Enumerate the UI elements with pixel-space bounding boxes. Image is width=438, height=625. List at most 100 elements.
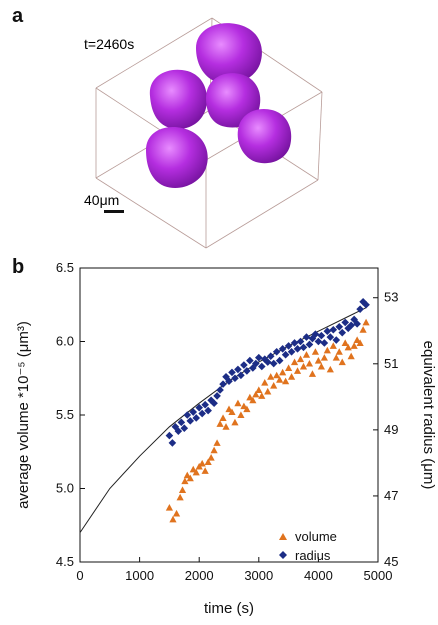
volume-point bbox=[347, 352, 355, 360]
volume-point bbox=[225, 405, 233, 413]
radius-point bbox=[299, 343, 308, 352]
volume-point bbox=[219, 414, 227, 421]
y-left-tick-label: 5.5 bbox=[56, 407, 74, 422]
volume-point bbox=[183, 471, 191, 479]
volume-point bbox=[305, 359, 314, 367]
volume-point bbox=[273, 371, 281, 379]
volume-point bbox=[258, 392, 266, 399]
y-right-axis-label: equivalent radius (μm) bbox=[420, 341, 437, 490]
radius-point bbox=[180, 424, 189, 433]
volume-point bbox=[231, 418, 239, 426]
legend-radius-marker bbox=[279, 551, 287, 559]
radius-point bbox=[210, 399, 218, 408]
radius-point bbox=[213, 392, 221, 400]
radius-point bbox=[204, 406, 212, 415]
radius-point bbox=[305, 340, 314, 349]
radius-point bbox=[237, 371, 245, 380]
y-left-axis-ticks: 4.5 5.0 5.5 6.0 6.5 bbox=[56, 260, 85, 569]
volume-point bbox=[243, 405, 251, 413]
volume-point bbox=[237, 411, 245, 418]
volume-series bbox=[165, 318, 370, 523]
radius-point bbox=[320, 339, 329, 347]
volume-point bbox=[359, 326, 367, 333]
x-axis-label: time (s) bbox=[204, 600, 254, 617]
volume-point bbox=[186, 474, 194, 482]
volume-point bbox=[210, 446, 218, 454]
legend-radius-label: radius bbox=[295, 548, 331, 563]
radius-point bbox=[296, 337, 305, 346]
volume-point bbox=[222, 423, 230, 430]
radius-point bbox=[165, 431, 174, 440]
volume-point bbox=[255, 386, 263, 394]
panel-a-letter: a bbox=[12, 5, 24, 27]
y-left-tick-label: 5.0 bbox=[56, 481, 74, 496]
volume-point bbox=[181, 477, 189, 485]
radius-point bbox=[356, 305, 364, 313]
volume-point bbox=[176, 493, 184, 501]
cell-rendering-panel: a t=2460s 40μm bbox=[12, 5, 323, 249]
radius-point bbox=[311, 330, 320, 338]
volume-point bbox=[189, 465, 197, 473]
radius-point bbox=[195, 403, 203, 412]
radius-point bbox=[171, 422, 180, 431]
cell-center bbox=[206, 73, 261, 128]
x-axis-ticks: 0 1000 2000 3000 4000 5000 bbox=[76, 557, 392, 583]
x-tick-label: 3000 bbox=[244, 568, 273, 583]
scale-bar bbox=[104, 210, 124, 213]
volume-point bbox=[165, 504, 173, 511]
volume-point bbox=[335, 348, 343, 355]
volume-point bbox=[302, 351, 311, 358]
x-tick-label: 1000 bbox=[125, 568, 154, 583]
radius-point bbox=[246, 356, 254, 365]
volume-point bbox=[201, 467, 209, 474]
legend-volume-marker bbox=[279, 533, 287, 540]
radius-point bbox=[302, 333, 311, 341]
radius-point bbox=[326, 333, 335, 341]
volume-point bbox=[320, 354, 328, 361]
radius-point bbox=[338, 328, 347, 337]
volume-point bbox=[356, 339, 364, 346]
volume-point bbox=[323, 346, 331, 354]
y-right-tick-label: 47 bbox=[384, 488, 398, 503]
x-tick-label: 2000 bbox=[185, 568, 214, 583]
y-left-tick-label: 6.0 bbox=[56, 334, 74, 349]
volume-point bbox=[172, 509, 181, 517]
volume-point bbox=[198, 459, 206, 467]
radius-point bbox=[168, 439, 177, 447]
x-tick-label: 5000 bbox=[364, 568, 393, 583]
volume-point bbox=[311, 348, 320, 355]
radius-point bbox=[192, 414, 201, 422]
volume-point bbox=[270, 382, 278, 389]
volume-point bbox=[282, 377, 290, 385]
volume-point bbox=[326, 365, 334, 373]
volume-point bbox=[285, 364, 293, 371]
radius-point bbox=[174, 427, 183, 435]
volume-point bbox=[296, 355, 305, 363]
volume-point bbox=[234, 399, 242, 407]
volume-point bbox=[169, 515, 177, 523]
volume-point bbox=[264, 387, 272, 395]
radius-point bbox=[290, 339, 299, 347]
volume-point bbox=[249, 396, 257, 404]
cell-right bbox=[237, 108, 292, 164]
volume-point bbox=[213, 439, 221, 446]
volume-point bbox=[314, 357, 322, 364]
radius-point bbox=[231, 374, 239, 383]
radius-point bbox=[314, 337, 323, 346]
radius-point bbox=[216, 386, 224, 394]
volume-point bbox=[204, 458, 212, 466]
volume-point bbox=[207, 454, 215, 461]
volume-point bbox=[317, 362, 325, 370]
volume-point bbox=[252, 390, 260, 398]
volume-point bbox=[192, 468, 200, 476]
radius-point bbox=[317, 331, 326, 340]
radius-point bbox=[332, 336, 341, 344]
volume-point bbox=[362, 318, 370, 326]
volume-point bbox=[276, 376, 284, 383]
radius-series bbox=[165, 298, 370, 447]
volume-point bbox=[246, 393, 254, 401]
volume-point bbox=[279, 368, 287, 376]
radius-point bbox=[284, 342, 293, 350]
volume-point bbox=[216, 420, 224, 427]
radius-point bbox=[362, 300, 370, 309]
